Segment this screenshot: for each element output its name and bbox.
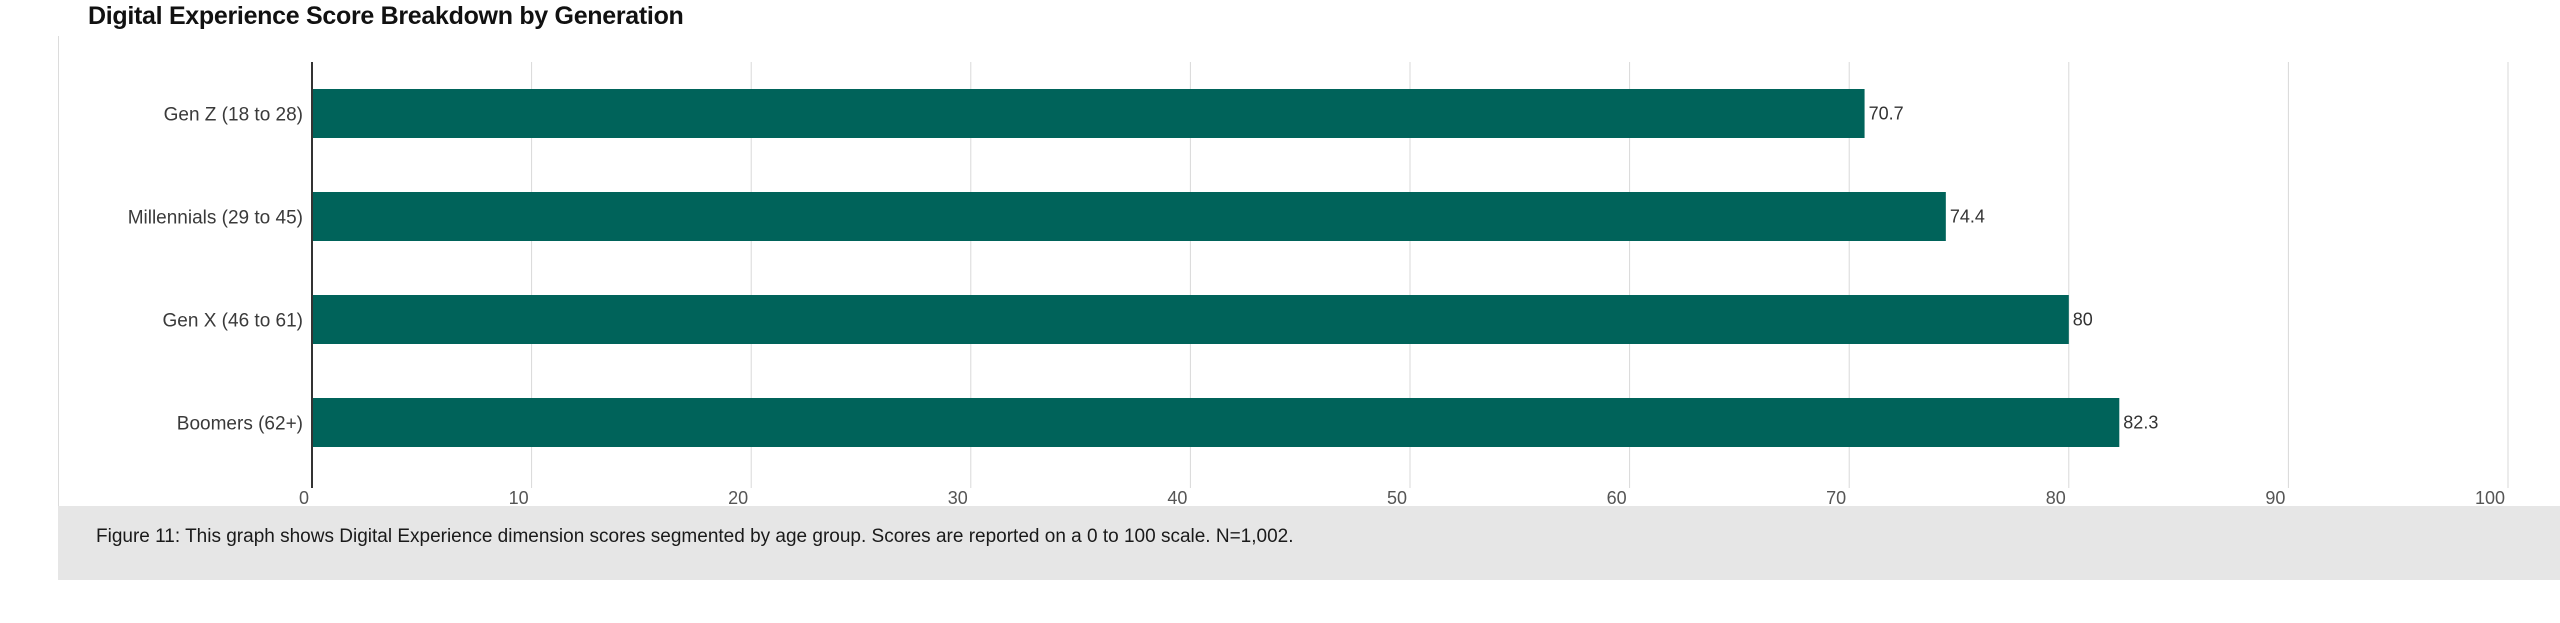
category-label: Boomers (62+) [177, 414, 303, 435]
x-tick-label: 70 [1826, 488, 1846, 506]
chart-panel: Gen Z (18 to 28) 70.7 Millennials (29 to 4… [58, 36, 2560, 506]
x-tick-label: 50 [1387, 488, 1407, 506]
category-label: Millennials (29 to 45) [128, 208, 303, 229]
chart-title: Digital Experience Score Breakdown by Ge… [88, 2, 684, 30]
figure-caption: Figure 11: This graph shows Digital Expe… [96, 526, 1294, 547]
bar-0 [312, 89, 1865, 138]
bar-3 [312, 398, 2120, 447]
bar-2 [312, 295, 2069, 344]
value-label: 74.4 [1950, 207, 1985, 227]
figure-caption-box: Figure 11: This graph shows Digital Expe… [58, 506, 2560, 580]
value-label: 70.7 [1869, 104, 1904, 124]
x-tick-label: 100 [2475, 488, 2505, 506]
x-tick-label: 40 [1167, 488, 1187, 506]
x-tick-label: 80 [2046, 488, 2066, 506]
bar-1 [312, 192, 1946, 241]
x-tick-label: 90 [2265, 488, 2285, 506]
x-tick-label: 20 [728, 488, 748, 506]
x-tick-label: 0 [299, 488, 309, 506]
bar-chart: Gen Z (18 to 28) 70.7 Millennials (29 to 4… [128, 62, 2509, 506]
category-label: Gen X (46 to 61) [163, 311, 303, 332]
x-tick-label: 60 [1607, 488, 1627, 506]
value-label: 82.3 [2123, 413, 2158, 433]
value-label: 80 [2073, 310, 2093, 330]
x-tick-label: 30 [948, 488, 968, 506]
category-label: Gen Z (18 to 28) [164, 105, 303, 126]
x-tick-label: 10 [509, 488, 529, 506]
